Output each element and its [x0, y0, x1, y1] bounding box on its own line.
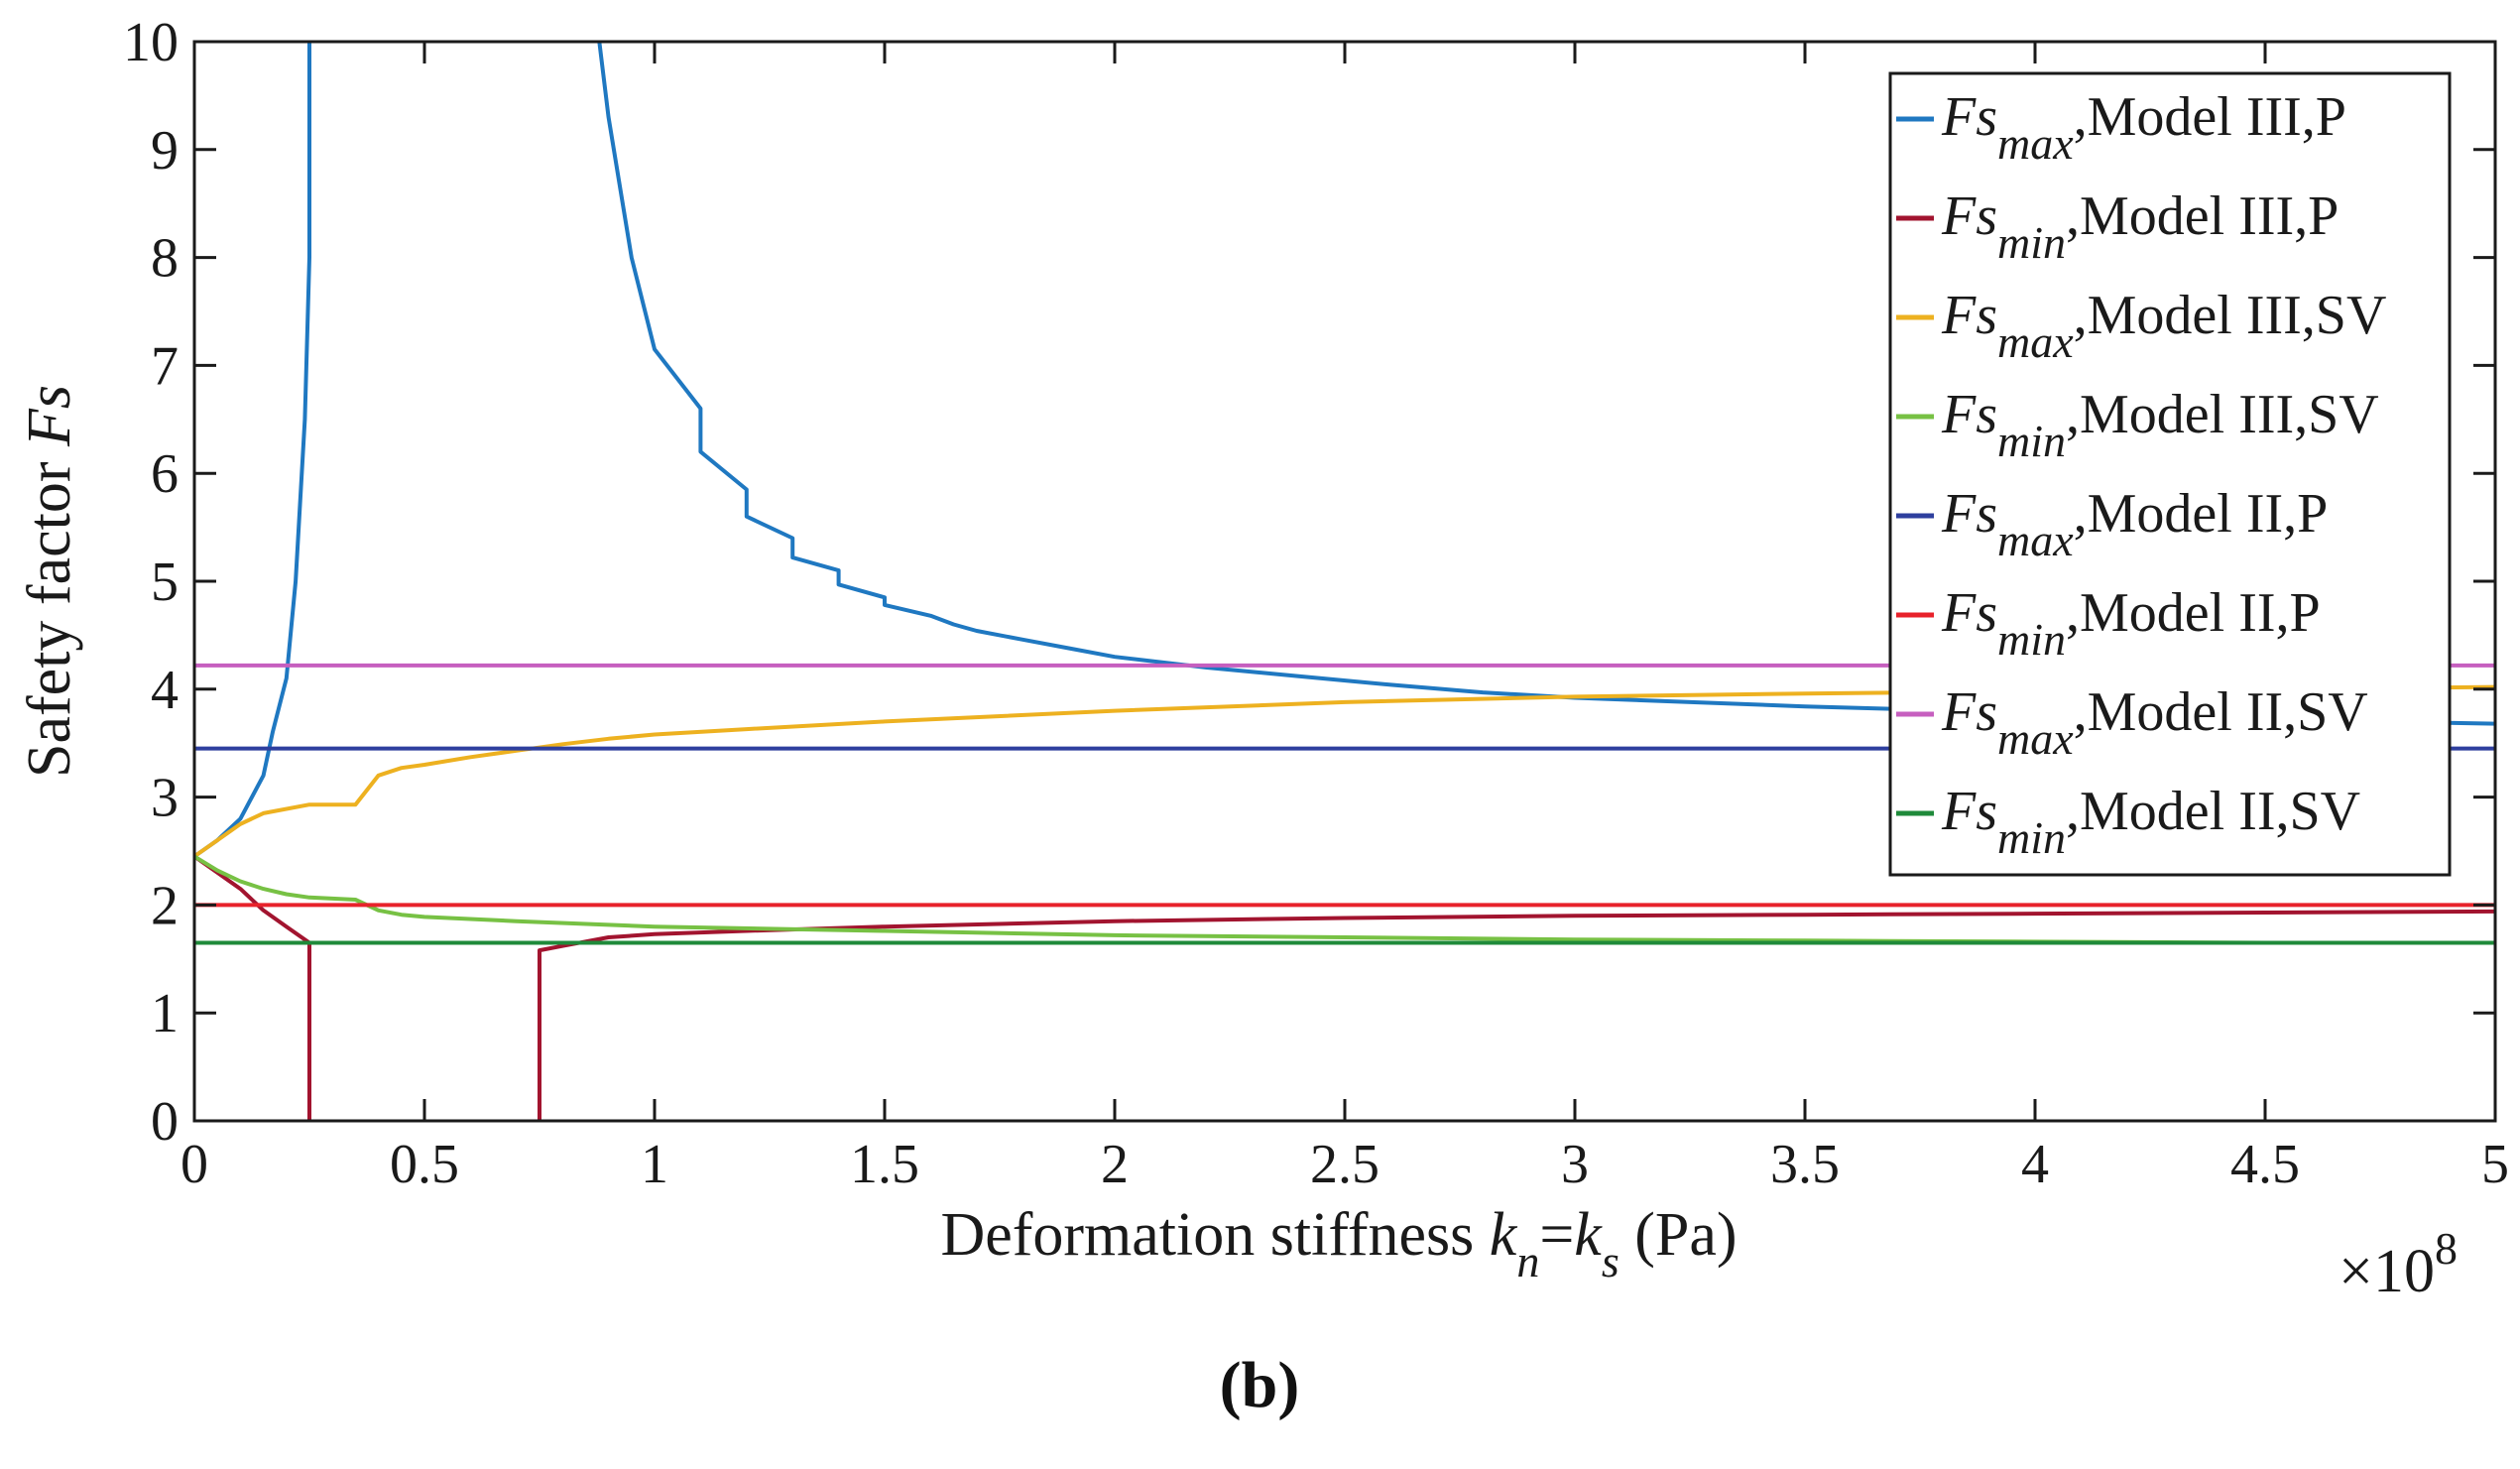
legend-subscript: max: [1997, 118, 2074, 169]
legend-label: Fsmin,Model II,P: [1941, 582, 2321, 665]
x-axis-label-k2: k: [1574, 1201, 1603, 1269]
y-tick-label: 0: [151, 1091, 179, 1153]
x-axis-label: Deformation stiffness kn=ks (Pa): [940, 1201, 1737, 1286]
legend-label: Fsmax,Model III,P: [1941, 86, 2346, 169]
ticks: [192, 40, 2497, 1123]
x-axis-label-prefix: Deformation stiffness: [940, 1201, 1489, 1269]
x-tick-label: 2.5: [1310, 1134, 1380, 1195]
figure-caption: (b): [1220, 1349, 1300, 1421]
x-axis-label-unit: (Pa): [1620, 1201, 1738, 1269]
y-axis-label-text: Safety factor: [16, 446, 83, 778]
legend-label: Fsmax,Model II,SV: [1941, 681, 2368, 764]
series-group: [194, 42, 2495, 1121]
y-tick-label: 10: [123, 12, 179, 73]
y-axis-label: Safety factor Fs: [16, 385, 83, 778]
legend-subscript: max: [1997, 515, 2074, 565]
x-tick-label: 5: [2481, 1134, 2509, 1195]
x-tick-label: 1.5: [850, 1134, 919, 1195]
y-tick-label: 9: [151, 120, 179, 182]
x-tick-label: 3: [1561, 1134, 1589, 1195]
y-tick-label: 1: [151, 983, 179, 1044]
legend-subscript: max: [1997, 316, 2074, 367]
legend-item: Fsmax,Model III,P: [1896, 86, 2346, 169]
y-tick-label: 8: [151, 228, 179, 290]
legend-symbol: Fs: [1941, 781, 1997, 842]
y-axis-label-symbol: Fs: [16, 385, 83, 447]
x-tick-label: 0.5: [390, 1134, 459, 1195]
series-line-4-segment-1: [194, 854, 2495, 945]
x-multiplier-exp: 8: [2435, 1223, 2458, 1274]
legend-label: Fsmax,Model III,SV: [1941, 285, 2386, 367]
legend-symbol: Fs: [1941, 582, 1997, 644]
y-tick-label: 3: [151, 768, 179, 829]
x-tick-label: 2: [1101, 1134, 1129, 1195]
y-tick-label: 4: [151, 660, 179, 721]
legend-item: Fsmin,Model III,SV: [1896, 384, 2379, 466]
legend-symbol: Fs: [1941, 384, 1997, 445]
x-tick-label: 1: [641, 1134, 668, 1195]
legend-item: Fsmax,Model II,SV: [1896, 681, 2368, 764]
legend-label: Fsmin,Model III,P: [1941, 185, 2339, 268]
x-tick-label: 3.5: [1770, 1134, 1840, 1195]
legend-label: Fsmax,Model II,P: [1941, 483, 2328, 565]
legend-text: ,Model III,P: [2066, 185, 2339, 247]
legend-text: ,Model III,SV: [2074, 285, 2387, 346]
legend-text: ,Model III,P: [2074, 86, 2346, 148]
x-tick-label: 4: [2021, 1134, 2049, 1195]
legend-symbol: Fs: [1941, 483, 1997, 545]
legend-text: ,Model II,P: [2066, 582, 2321, 644]
x-axis-label-sub1: n: [1516, 1236, 1539, 1286]
legend-subscript: min: [1997, 812, 2066, 863]
legend-item: Fsmin,Model II,P: [1896, 582, 2321, 665]
legend-text: ,Model III,SV: [2066, 384, 2379, 445]
legend-subscript: min: [1997, 614, 2066, 665]
legend-subscript: min: [1997, 217, 2066, 268]
legend-text: ,Model II,P: [2074, 483, 2329, 545]
series-line-3-segment-1: [194, 684, 2495, 859]
y-tick-label: 6: [151, 443, 179, 505]
legend-label: Fsmin,Model II,SV: [1941, 781, 2360, 863]
legend-label: Fsmin,Model III,SV: [1941, 384, 2379, 466]
legend-item: Fsmax,Model III,SV: [1896, 285, 2386, 367]
x-axis-label-k1: k: [1490, 1201, 1518, 1269]
legend-subscript: min: [1997, 416, 2066, 466]
legend-item: Fsmax,Model II,P: [1896, 483, 2328, 565]
series-line-1-segment-1: [194, 42, 311, 859]
y-tick-label: 5: [151, 551, 179, 613]
legend-symbol: Fs: [1941, 185, 1997, 247]
plot-lines: [194, 42, 2495, 1121]
x-tick-label: 4.5: [2230, 1134, 2300, 1195]
legend-subscript: max: [1997, 713, 2074, 764]
legend-symbol: Fs: [1941, 681, 1997, 743]
legend-symbol: Fs: [1941, 285, 1997, 346]
legend-box: [1888, 71, 2452, 877]
x-axis-label-eq: =: [1539, 1201, 1574, 1269]
legend-item: Fsmin,Model III,P: [1896, 185, 2339, 268]
x-tick-labels: 0 0.5 1 1.5 2 2.5 3 3.5 4 4.5 5: [180, 1134, 2509, 1195]
y-tick-labels: 0 1 2 3 4 5 6 7 8 9 10: [123, 12, 179, 1153]
x-tick-label: 0: [180, 1134, 208, 1195]
y-tick-label: 7: [151, 335, 179, 397]
series-line-1-segment-2: [597, 42, 2495, 726]
legend-symbol: Fs: [1941, 86, 1997, 148]
legend-text: ,Model II,SV: [2066, 781, 2360, 842]
x-axis-label-sub2: s: [1602, 1236, 1620, 1286]
x-multiplier: ×108: [2339, 1223, 2458, 1305]
x-multiplier-base: ×10: [2339, 1238, 2435, 1305]
legend-item: Fsmin,Model II,SV: [1896, 781, 2360, 863]
legend-text: ,Model II,SV: [2074, 681, 2368, 743]
y-tick-label: 2: [151, 875, 179, 936]
